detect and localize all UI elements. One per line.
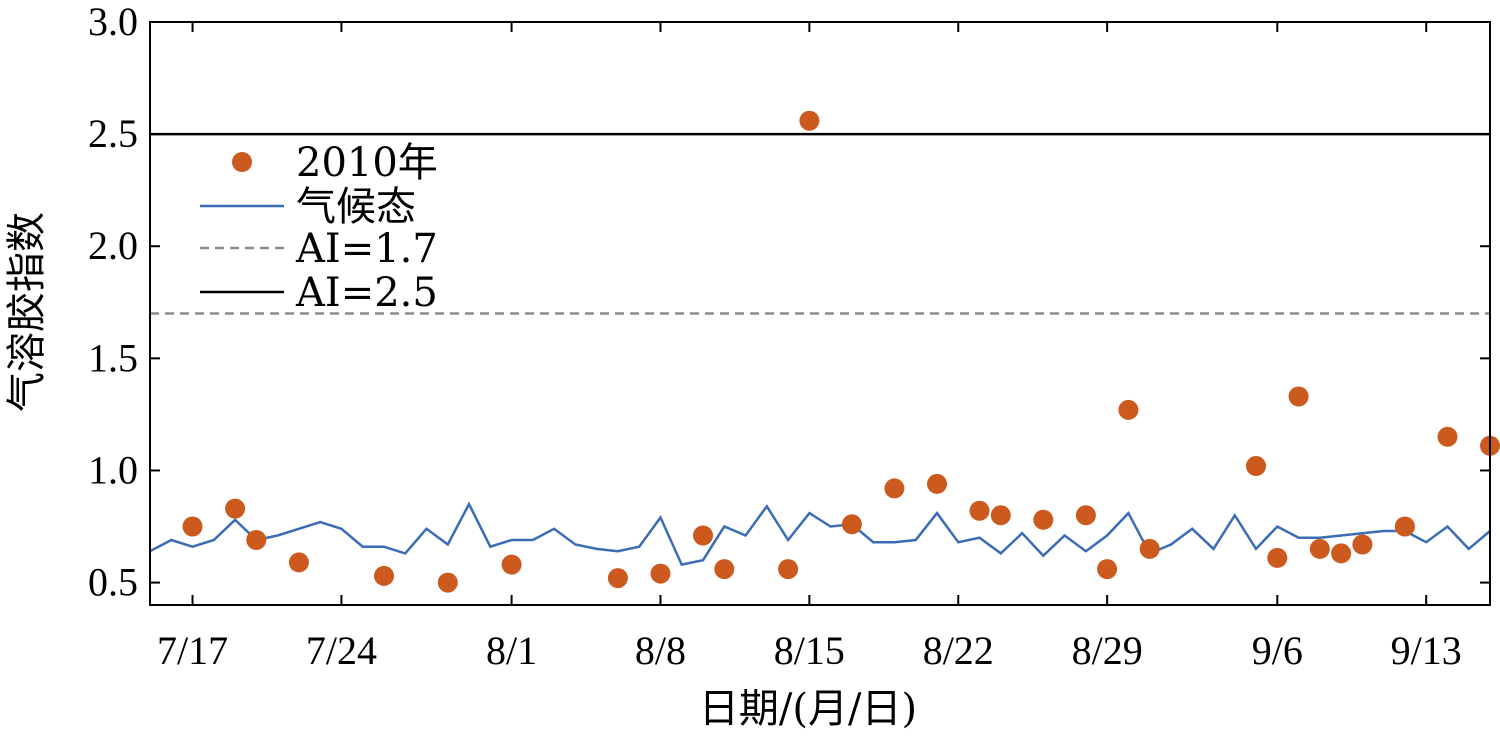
y-axis-title: 气溶胶指数 [4, 212, 50, 412]
data-point [1267, 547, 1288, 568]
data-point [1437, 426, 1458, 447]
x-tick-label: 9/6 [1252, 628, 1303, 673]
y-tick-label: 1.5 [88, 335, 138, 380]
y-tick-label: 1.0 [88, 447, 138, 492]
data-point [799, 110, 820, 131]
x-tick-label: 8/15 [774, 628, 845, 673]
data-point [607, 568, 628, 589]
data-point [437, 572, 458, 593]
data-point [841, 514, 862, 535]
data-point [288, 552, 309, 573]
data-point [1246, 456, 1266, 476]
plot-area [149, 110, 1500, 593]
climatology-line [149, 501, 1491, 567]
x-tick-label: 8/22 [923, 628, 994, 673]
data-point [693, 525, 713, 546]
data-point [778, 559, 799, 580]
data-point [650, 563, 671, 584]
x-tick-label: 7/24 [306, 628, 377, 673]
y-tick-label: 3.0 [88, 0, 138, 44]
x-tick-label: 7/17 [157, 628, 228, 673]
y-tick-label: 2.0 [88, 223, 138, 268]
data-point [1139, 538, 1160, 559]
data-point [969, 500, 990, 521]
data-point [1097, 559, 1118, 580]
x-tick-label: 9/13 [1391, 628, 1462, 673]
data-point [246, 530, 267, 550]
x-tick-label: 8/29 [1072, 628, 1143, 673]
data-point [884, 478, 905, 499]
data-point [927, 473, 947, 494]
legend-label: AI=1.7 [295, 226, 438, 272]
data-point [501, 554, 522, 575]
x-tick-label: 8/1 [486, 628, 537, 673]
data-point [1331, 543, 1352, 564]
data-point [714, 559, 735, 580]
legend-label: 气候态 [296, 184, 416, 230]
y-tick-label: 2.5 [88, 111, 138, 156]
data-point [1288, 386, 1309, 407]
x-tick-label: 8/8 [635, 628, 686, 673]
data-point [225, 498, 246, 519]
data-point [182, 516, 203, 537]
legend-label: AI=2.5 [295, 270, 438, 316]
data-point [1309, 538, 1330, 559]
data-point [1118, 399, 1139, 420]
data-point [1352, 534, 1373, 555]
legend-marker-scatter [232, 152, 252, 172]
plot-frame [149, 21, 1491, 606]
data-point [374, 565, 394, 586]
data-point [1075, 505, 1096, 526]
data-point [1033, 509, 1054, 530]
y-tick-label: 0.5 [88, 560, 138, 605]
axes: 0.5 1.0 1.5 2.0 2.5 3.0 7/17 7/24 8/1 8/8 8/15 8/22… [88, 0, 1491, 673]
legend-label: 2010年 [296, 140, 438, 186]
data-point [1394, 516, 1415, 537]
x-axis-title: 日期/(月/日) [699, 686, 917, 732]
data-point [990, 505, 1011, 526]
